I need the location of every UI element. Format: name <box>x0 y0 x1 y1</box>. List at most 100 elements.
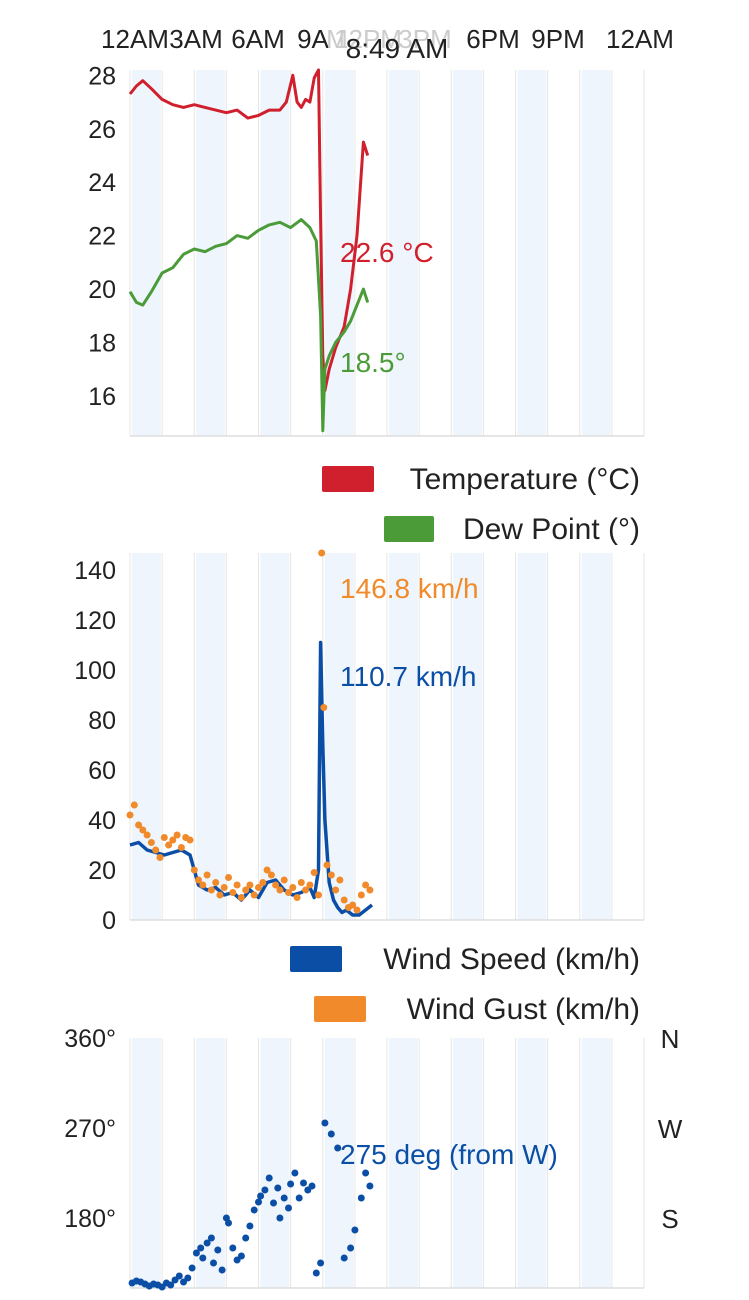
hour-band <box>324 70 354 436</box>
legend-dew-point-label: Dew Point (°) <box>463 513 640 546</box>
wind-gust-point <box>156 854 164 861</box>
wind-direction-point <box>218 1266 226 1274</box>
wind-gust-point <box>216 891 224 899</box>
wind-gust-point <box>233 881 241 889</box>
wind-chart-y-axis: 0 20 40 60 80 100 120 140 <box>74 557 116 935</box>
y-tick-label: 0 <box>102 907 116 935</box>
direction-chart-y-axis: 180° 270° 360° <box>64 1025 116 1233</box>
hour-band <box>453 1038 483 1288</box>
wind-gust-point <box>139 826 147 834</box>
wind-direction-point <box>362 1169 370 1177</box>
wind-gust-point <box>199 881 207 889</box>
hour-band <box>132 1038 161 1288</box>
wind-chart-background <box>129 553 645 921</box>
hour-band <box>132 553 161 920</box>
legend-dew-point-swatch <box>384 516 434 542</box>
y-tick-label: 26 <box>88 116 116 144</box>
wind-gust-point <box>255 884 262 891</box>
direction-chart-series <box>128 1119 374 1291</box>
wind-direction-point <box>321 1119 329 1127</box>
wind-gust-point <box>160 834 168 841</box>
wind-gust-point <box>195 876 202 884</box>
hour-band <box>260 553 290 920</box>
wind-direction-point <box>285 1204 292 1212</box>
wind-gust-point <box>220 884 228 891</box>
wind-direction-point <box>184 1274 192 1282</box>
y-tick-label: 16 <box>88 383 116 411</box>
hour-band <box>389 1038 418 1288</box>
wind-direction-point <box>246 1222 254 1230</box>
y-tick-label: 24 <box>88 169 116 197</box>
cursor-time-label: 8:49 AM <box>346 33 449 64</box>
wind-gust-point <box>336 876 344 884</box>
temperature-line <box>128 68 370 393</box>
wind-gust-point <box>212 879 220 886</box>
hour-band <box>581 553 611 920</box>
time-label-1: 3AM <box>169 24 222 54</box>
time-label-4: M <box>326 24 348 54</box>
hour-band <box>260 1038 290 1288</box>
wind-gust-point <box>207 886 215 894</box>
gust-annotation: 146.8 km/h <box>340 573 479 604</box>
time-label-9: 12AM <box>606 24 674 54</box>
wind-gust-point <box>229 889 237 896</box>
wind-direction-point <box>210 1259 217 1267</box>
wind-gust-point <box>349 901 357 909</box>
wind-gust-point <box>297 879 305 886</box>
wind-direction-point <box>242 1234 250 1242</box>
legend-wind-gust-swatch <box>314 996 366 1022</box>
speed-annotation: 110.7 km/h <box>340 661 476 692</box>
wind-direction-point <box>214 1246 222 1254</box>
wind-direction-point <box>274 1184 282 1192</box>
wind-gust-point <box>289 884 297 891</box>
wind-gust-point <box>362 881 370 889</box>
wind-gust-point <box>293 894 301 901</box>
wind-direction-point <box>347 1244 355 1252</box>
wind-gust-point <box>237 894 245 901</box>
y-tick-label: 60 <box>88 757 116 785</box>
time-label-7: 6PM <box>466 24 519 54</box>
direction-annotation: 275 deg (from W) <box>340 1139 558 1170</box>
compass-label: S <box>661 1204 678 1234</box>
wind-direction-point <box>207 1234 215 1242</box>
wind-gust-point <box>357 891 365 899</box>
direction-chart-compass-labels: N W S <box>658 1024 683 1234</box>
legend-wind-speed-swatch <box>290 946 342 972</box>
wind-gust-point <box>340 896 348 904</box>
wind-direction-point <box>308 1182 316 1190</box>
temp-chart-y-axis: 16 18 20 22 24 26 28 <box>88 62 116 411</box>
wind-direction-point <box>312 1269 320 1277</box>
wind-chart-series <box>126 549 374 917</box>
y-tick-label: 80 <box>88 707 116 735</box>
y-tick-label: 140 <box>74 557 116 585</box>
wind-gust-point <box>323 861 331 869</box>
wind-gust-point <box>310 869 318 876</box>
wind-gust-point <box>263 866 271 874</box>
time-label-2: 6AM <box>231 24 284 54</box>
hour-band <box>581 1038 611 1288</box>
wind-gust-point <box>353 906 361 914</box>
compass-label: W <box>658 1114 683 1144</box>
y-tick-label: 270° <box>64 1115 116 1143</box>
hour-band <box>196 553 226 920</box>
wind-gust-point <box>259 879 267 886</box>
wind-direction-point <box>261 1186 269 1194</box>
compass-label: N <box>661 1024 680 1054</box>
wind-direction-point <box>334 1144 342 1152</box>
wind-direction-point <box>225 1219 232 1227</box>
wind-direction-point <box>167 1281 175 1289</box>
wind-gust-point <box>315 891 322 899</box>
wind-direction-point <box>255 1198 262 1206</box>
wind-gust-point <box>126 811 134 819</box>
direction-chart-background <box>129 1038 645 1289</box>
wind-direction-point <box>300 1179 307 1187</box>
wind-gust-point <box>135 821 143 829</box>
wind-direction-point <box>357 1194 365 1202</box>
hour-band <box>581 70 611 436</box>
wind-gust-point <box>203 871 211 879</box>
hour-band <box>517 70 547 436</box>
hour-band <box>453 70 483 436</box>
wind-gust-point <box>250 891 258 899</box>
wind-gust-point <box>366 886 374 894</box>
